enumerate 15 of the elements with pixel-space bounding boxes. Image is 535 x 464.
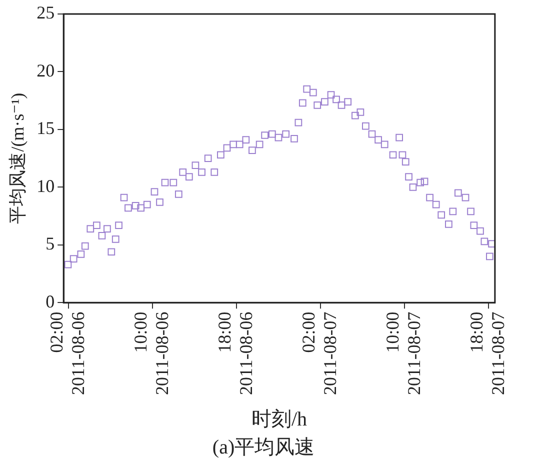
- x-tick-label: 02:00 2011-08-07: [298, 312, 340, 396]
- text: (a)平均风速: [212, 436, 315, 458]
- x-tick-label: 02:00 2011-08-06: [46, 312, 88, 396]
- x-axis-title: 时刻/h: [251, 408, 308, 430]
- y-axis-title: 平均风速/(m·s⁻¹): [8, 92, 28, 224]
- y-tick-label: 20: [36, 60, 55, 80]
- x-tick-label: 10:00 2011-08-06: [130, 312, 172, 396]
- y-tick-label: 10: [36, 176, 55, 196]
- x-tick-label: 10:00 2011-08-07: [382, 312, 424, 396]
- y-tick-label: 15: [36, 118, 55, 138]
- x-tick-label: 18:00 2011-08-07: [466, 312, 508, 396]
- y-tick-label: 5: [46, 234, 55, 254]
- y-tick-label: 25: [36, 2, 55, 23]
- y-tick-label: 0: [46, 291, 55, 312]
- x-tick-label: 18:00 2011-08-06: [214, 312, 256, 396]
